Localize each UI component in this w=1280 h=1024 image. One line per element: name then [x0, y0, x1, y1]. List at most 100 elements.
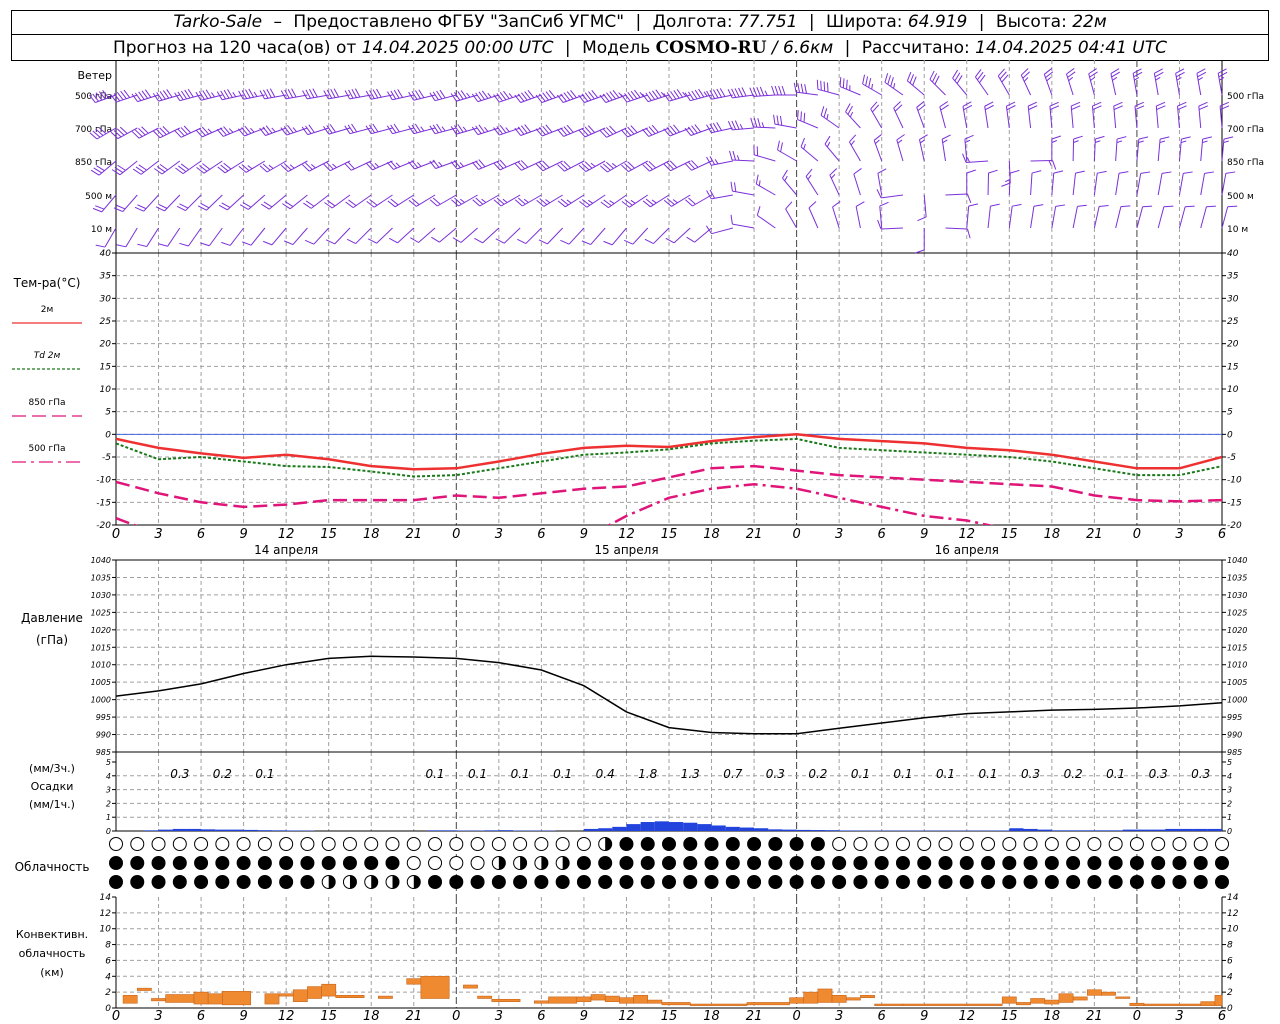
wind-barb-feather — [645, 198, 654, 206]
wind-barb-feather — [221, 241, 231, 246]
wind-barb-feather — [93, 167, 103, 174]
cloud-fill — [577, 875, 591, 889]
precip-bar — [1009, 828, 1024, 831]
cloud-symbol — [917, 875, 932, 889]
y-tick-label: 4 — [105, 972, 111, 982]
wind-barb-feather — [454, 125, 461, 134]
wind-barb-feather — [663, 93, 670, 102]
cloud-symbol — [215, 856, 230, 870]
wind-barb — [966, 206, 970, 229]
wind-barb-feather — [1154, 71, 1164, 78]
wind-barb-feather — [134, 206, 144, 212]
wind-barb-feather — [374, 162, 380, 168]
wind-barb — [243, 94, 265, 100]
y-tick-label: 10 — [1227, 385, 1239, 395]
wind-barb-feather — [603, 199, 612, 207]
wind-barb-feather — [624, 163, 632, 171]
y-tick-label: 0 — [1227, 827, 1232, 836]
precip-bar — [243, 829, 258, 831]
wind-barb-feather — [1045, 71, 1054, 79]
wind-barb — [245, 160, 266, 173]
temp-series-line — [116, 433, 1222, 471]
wind-barb-feather — [493, 199, 502, 207]
wind-barb-feather — [302, 164, 310, 172]
wind-barb-feather — [110, 131, 119, 139]
precip-bar — [810, 830, 825, 831]
precip-bar — [1080, 830, 1095, 831]
wind-barb-feather — [1177, 105, 1187, 111]
cloud-fill — [1066, 875, 1080, 889]
wind-barb-feather — [481, 198, 487, 203]
lon-value: 77.751 — [737, 12, 798, 32]
wind-barb — [1008, 172, 1011, 196]
wind-barb — [541, 94, 563, 103]
pressure-line — [115, 655, 1223, 735]
precip-total: 1.8 — [638, 767, 657, 781]
wind-barb-feather — [1097, 170, 1107, 174]
wind-barb-feather — [687, 161, 696, 170]
precip-bar — [286, 830, 301, 831]
cloud-symbol — [1151, 856, 1166, 870]
wind-barb-feather — [408, 161, 415, 170]
x-tick-label: 3 — [835, 527, 843, 542]
wind-barb-feather — [732, 150, 737, 161]
x-tick-label: 9 — [580, 527, 588, 542]
wind-barb-feather — [137, 204, 147, 210]
wind-barb — [964, 139, 968, 162]
wind-barb-feather — [731, 88, 737, 98]
wind-barb-feather — [116, 91, 124, 101]
precip-bar — [711, 825, 726, 831]
wind-barb-feather — [454, 92, 461, 101]
wind-barb-feather — [691, 90, 698, 100]
wind-barb — [649, 160, 670, 172]
wind-label: Ветер — [78, 69, 112, 82]
wind-barb-feather — [940, 104, 949, 111]
cloud-fill — [534, 875, 548, 889]
x-tick-label: 3 — [835, 1009, 843, 1024]
precip-bar — [1037, 829, 1052, 831]
wind-barb-feather — [599, 130, 607, 138]
wind-barb-feather — [156, 129, 164, 137]
cloud-fill — [173, 856, 187, 870]
cloud-fill — [215, 875, 229, 889]
x-tick-label: 12 — [958, 527, 975, 542]
cloud-symbol — [747, 837, 762, 851]
wind-barb-feather — [466, 92, 471, 98]
cloud-fill — [520, 856, 527, 870]
cloud-symbol — [1129, 837, 1144, 851]
wind-barb-feather — [159, 127, 167, 135]
wind-barb-feather — [871, 83, 873, 90]
lon-label: Долгота: — [652, 12, 733, 32]
wind-barb-feather — [1075, 170, 1085, 174]
wind-barb-feather — [609, 125, 617, 134]
x-tick-label: 18 — [703, 527, 720, 542]
wind-barb-feather — [826, 82, 829, 93]
cloud-symbol — [491, 856, 506, 870]
cloud-fill — [641, 875, 655, 889]
precip-bar — [796, 829, 811, 831]
wind-barb — [966, 160, 989, 163]
wind-barb-feather — [1067, 71, 1076, 78]
cloud-fill — [960, 875, 974, 889]
wind-barb — [1221, 173, 1227, 196]
cloud-fill — [747, 875, 761, 889]
cloud-symbol — [725, 856, 740, 870]
wind-barb — [117, 127, 138, 140]
wind-barb-feather — [591, 89, 599, 99]
wind-barb-feather — [484, 126, 489, 132]
wind-barb-feather — [123, 89, 131, 98]
model-resolution: / 6.6км — [771, 38, 834, 58]
wind-barb — [330, 160, 351, 172]
station-name: Tarko-Sale — [173, 12, 263, 32]
wind-barb-feather — [223, 162, 232, 170]
wind-barb-feather — [727, 89, 733, 99]
cloud-fill — [598, 875, 612, 889]
wind-barb-feather — [750, 117, 754, 128]
precip-total: 0.7 — [723, 767, 742, 781]
cloud-symbol — [1129, 875, 1144, 889]
cloud-fill — [981, 875, 995, 889]
wind-barb-feather — [1049, 101, 1059, 107]
wind-barb-feather — [645, 127, 653, 136]
cloud-fill — [683, 837, 697, 851]
